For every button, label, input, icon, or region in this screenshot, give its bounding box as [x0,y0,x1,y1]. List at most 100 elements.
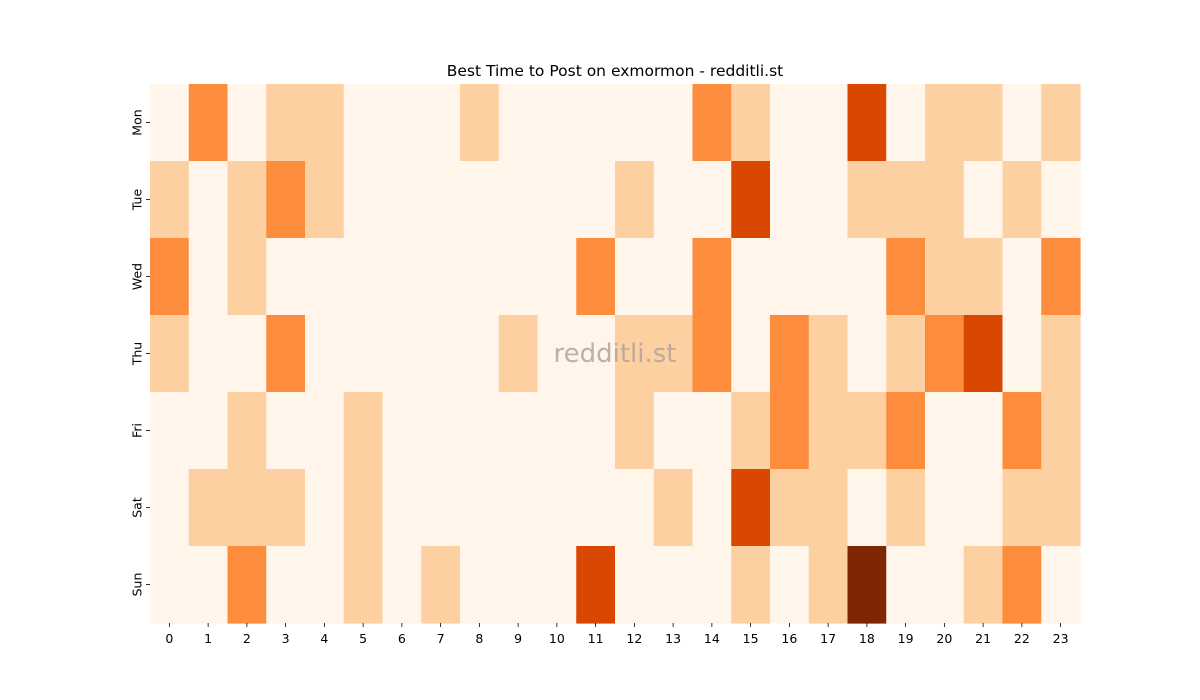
heatmap-cell-sun-18 [847,546,887,624]
heatmap-cell-sun-23 [1041,546,1081,624]
heatmap-cell-sun-13 [653,546,694,624]
heatmap-cell-mon-16 [770,84,810,162]
heatmap-cell-sat-13 [653,469,694,547]
heatmap-cell-sat-8 [460,469,500,547]
heatmap-cell-wed-17 [808,238,849,316]
heatmap-cell-sun-15 [731,546,771,624]
x-tick-label: 3 [282,631,290,646]
heatmap-cell-sun-12 [615,546,655,624]
heatmap-cell-thu-15 [731,315,771,393]
heatmap-cell-thu-19 [886,315,926,393]
heatmap-cell-wed-11 [576,238,616,316]
heatmap-cell-wed-10 [537,238,577,316]
heatmap-cell-wed-5 [343,238,384,316]
heatmap-cell-thu-4 [305,315,345,393]
heatmap-cell-thu-14 [692,315,732,393]
heatmap-cell-thu-17 [808,315,849,393]
heatmap-cell-sat-18 [847,469,887,547]
heatmap-cell-mon-10 [537,84,577,162]
heatmap-cell-mon-6 [382,84,422,162]
heatmap-cell-wed-9 [498,238,539,316]
heatmap-cell-sat-22 [1002,469,1042,547]
x-tick-label: 15 [743,631,759,646]
heatmap-cell-sat-19 [886,469,926,547]
heatmap-cell-sat-21 [963,469,1004,547]
heatmap-cell-fri-3 [266,392,306,470]
heatmap-cell-wed-0 [150,238,190,316]
heatmap-cell-thu-7 [421,315,461,393]
x-tick-label: 5 [359,631,367,646]
heatmap-cell-sun-3 [266,546,306,624]
heatmap-cell-tue-11 [576,161,616,239]
heatmap-cell-sat-15 [731,469,771,547]
heatmap-cell-sat-7 [421,469,461,547]
heatmap-cell-tue-18 [847,161,887,239]
heatmap-cell-mon-7 [421,84,461,162]
heatmap-cell-mon-11 [576,84,616,162]
heatmap-cell-tue-9 [498,161,539,239]
heatmap-cell-sun-7 [421,546,461,624]
heatmap-cell-sat-2 [227,469,267,547]
heatmap-cell-wed-7 [421,238,461,316]
heatmap-cell-thu-9 [498,315,539,393]
heatmap-cell-thu-8 [460,315,500,393]
heatmap-cell-mon-21 [963,84,1004,162]
heatmap-cell-tue-6 [382,161,422,239]
heatmap-cell-mon-8 [460,84,500,162]
heatmap-cell-sun-21 [963,546,1004,624]
heatmap-cell-wed-3 [266,238,306,316]
heatmap-cell-mon-0 [150,84,190,162]
y-tick-label: Sun [130,573,145,597]
x-tick-label: 0 [165,631,173,646]
heatmap-cell-thu-1 [188,315,229,393]
heatmap-cell-mon-4 [305,84,345,162]
watermark: redditli.st [554,339,677,369]
heatmap-cell-mon-17 [808,84,849,162]
y-tick-label: Wed [130,263,145,290]
heatmap-cell-thu-16 [770,315,810,393]
heatmap-cell-mon-15 [731,84,771,162]
heatmap-cell-sun-1 [188,546,229,624]
heatmap-cell-sun-2 [227,546,267,624]
heatmap-cell-wed-12 [615,238,655,316]
heatmap-cell-fri-7 [421,392,461,470]
heatmap-cell-fri-21 [963,392,1004,470]
x-tick-label: 22 [1014,631,1030,646]
heatmap-cell-tue-20 [925,161,965,239]
heatmap-cell-fri-8 [460,392,500,470]
heatmap-cell-sat-11 [576,469,616,547]
heatmap-cell-thu-3 [266,315,306,393]
heatmap-cell-tue-10 [537,161,577,239]
heatmap-cell-tue-0 [150,161,190,239]
x-tick-label: 1 [204,631,212,646]
heatmap-cell-sat-9 [498,469,539,547]
heatmap-cell-sat-10 [537,469,577,547]
x-tick-label: 7 [437,631,445,646]
heatmap-cell-sat-17 [808,469,849,547]
heatmap-cell-fri-1 [188,392,229,470]
heatmap-cell-sun-14 [692,546,732,624]
heatmap-cell-fri-12 [615,392,655,470]
heatmap-cell-sat-20 [925,469,965,547]
heatmap-cell-tue-15 [731,161,771,239]
x-tick-label: 17 [820,631,836,646]
heatmap-cell-fri-19 [886,392,926,470]
heatmap-cell-wed-6 [382,238,422,316]
x-tick-label: 12 [626,631,642,646]
heatmap-cell-sun-20 [925,546,965,624]
heatmap-cell-fri-14 [692,392,732,470]
x-tick-label: 10 [549,631,565,646]
heatmap-cell-sun-22 [1002,546,1042,624]
heatmap-cell-sat-14 [692,469,732,547]
heatmap-cell-wed-14 [692,238,732,316]
x-tick-label: 8 [475,631,483,646]
heatmap-cell-thu-22 [1002,315,1042,393]
heatmap-cell-thu-6 [382,315,422,393]
heatmap-cell-mon-3 [266,84,306,162]
heatmap-cell-mon-1 [188,84,229,162]
heatmap-cell-wed-23 [1041,238,1081,316]
heatmap-cell-tue-8 [460,161,500,239]
heatmap-cell-fri-17 [808,392,849,470]
x-tick-label: 6 [398,631,406,646]
